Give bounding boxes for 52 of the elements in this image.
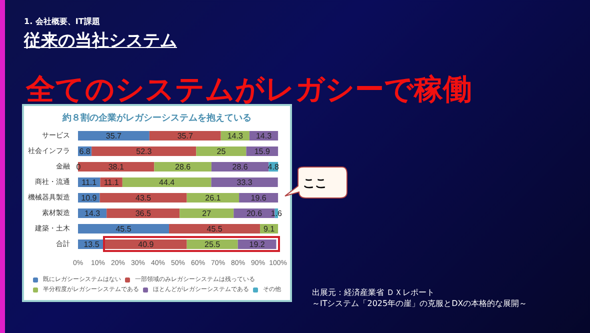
data-label: 33.3 [236,178,253,187]
bar [211,177,278,188]
bar [169,224,260,234]
data-label: 44.4 [159,178,176,187]
bar [180,208,234,218]
data-label: 19.2 [249,240,266,249]
bar [105,239,187,250]
data-label: 45.5 [116,224,132,234]
data-label: 40.9 [138,240,154,249]
data-label: 28.6 [232,162,248,172]
data-label: 9.1 [263,224,276,234]
data-label: 38.1 [108,162,124,172]
bar [92,146,196,156]
bar [78,130,150,141]
bar [122,177,212,188]
data-label: 25 [216,146,226,156]
bar [154,162,212,172]
data-label: 35.7 [106,131,122,140]
data-label: 11.1 [104,178,120,187]
data-label: 19.6 [250,193,267,202]
text: 従来の当社システム [24,30,177,52]
bar [78,162,154,172]
text: 出展元：経済産業省 ＤＸレポート [312,287,435,298]
data-label: 52.3 [136,146,152,156]
data-label: 25.5 [204,240,221,249]
text: ここ [303,175,327,192]
data-label: 10.9 [81,193,98,202]
text: 全てのシステムがレガシーで稼働 [26,71,472,108]
bar [149,130,221,141]
bar [186,192,240,203]
data-label: 35.7 [177,131,194,140]
data-label: 14.3 [256,131,272,140]
text: 1. 会社概要、IT課題 [24,16,100,27]
data-label: 15.9 [254,146,270,156]
data-label: 6.8 [79,146,91,156]
data-label: 14.3 [227,131,244,140]
bar [106,208,180,218]
data-label: 20.6 [246,208,263,218]
data-label: 13.5 [84,240,100,249]
bar [196,146,246,156]
text: ～ITシステム「2025年の崖」の克服とDXの本格的な展開～ [312,298,528,309]
data-label: 43.5 [136,193,152,202]
data-label: 28.6 [175,162,192,172]
data-label: 26.1 [205,193,222,202]
data-label: 36.5 [135,208,152,218]
bar [78,224,170,234]
chart-title: 約８割の企業がレガシーシステムを抱えている [62,112,252,122]
data-label: 11.1 [82,178,98,187]
data-label: 45.5 [206,224,223,234]
bar [100,192,187,203]
data-label: 14.3 [84,208,101,218]
data-label: 27 [202,208,212,218]
